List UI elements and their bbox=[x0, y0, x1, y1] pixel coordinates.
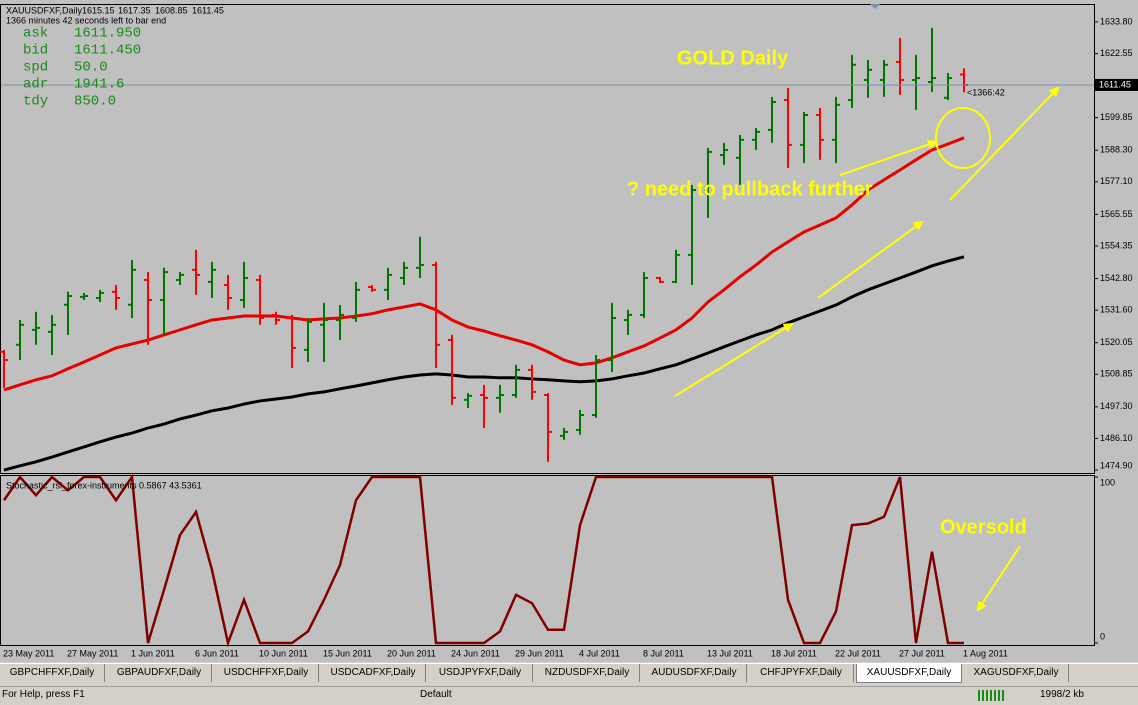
status-bar: For Help, press F1 Default 1998/2 kb bbox=[0, 686, 1138, 705]
info-label: adr bbox=[23, 77, 48, 93]
y-tick-label: 1565.55 bbox=[1100, 209, 1133, 219]
y-tick-label: 1486.10 bbox=[1100, 433, 1133, 443]
info-label: bid bbox=[23, 43, 48, 59]
x-tick-label: 6 Jun 2011 bbox=[195, 648, 239, 658]
chart-tab[interactable]: GBPAUDFXF,Daily bbox=[107, 664, 212, 682]
x-tick-label: 24 Jun 2011 bbox=[451, 648, 500, 658]
countdown: 1366 minutes 42 seconds left to bar end bbox=[6, 15, 166, 25]
indicator-title: Stochastic_rsi_forex-instruments 0.5867 … bbox=[6, 480, 202, 490]
chart-background bbox=[0, 0, 1138, 662]
y-tick-label: 1497.30 bbox=[1100, 401, 1133, 411]
x-tick-label: 18 Jul 2011 bbox=[771, 648, 817, 658]
chart-tab[interactable]: NZDUSDFXF,Daily bbox=[535, 664, 640, 682]
info-value: 850.0 bbox=[74, 94, 116, 110]
x-tick-label: 8 Jul 2011 bbox=[643, 648, 684, 658]
chart-tab[interactable]: CHFJPYFXF,Daily bbox=[749, 664, 854, 682]
annotation: ? need to pullback further bbox=[627, 178, 873, 200]
annotation: Oversold bbox=[940, 516, 1027, 538]
info-value: 1611.450 bbox=[74, 43, 141, 59]
price-label: 1611.45 bbox=[1099, 79, 1131, 89]
y-tick-label: 1633.80 bbox=[1100, 16, 1133, 26]
arrows bbox=[674, 86, 1060, 612]
shift-marker bbox=[870, 4, 880, 9]
info-label: spd bbox=[23, 60, 48, 76]
y-tick-label: 1577.10 bbox=[1100, 176, 1133, 186]
y-tick-label: 0 bbox=[1100, 631, 1105, 641]
x-tick-label: 27 Jul 2011 bbox=[899, 648, 945, 658]
info-label: ask bbox=[23, 26, 48, 42]
y-tick-label: 1542.80 bbox=[1100, 273, 1133, 283]
moving-average bbox=[3, 255, 965, 472]
x-tick-label: 1 Jun 2011 bbox=[131, 648, 175, 658]
connection-icon bbox=[978, 690, 1006, 701]
x-tick-label: 29 Jun 2011 bbox=[515, 648, 564, 658]
info-label: tdy bbox=[23, 94, 48, 110]
moving-average bbox=[3, 136, 965, 392]
main-panel-frame bbox=[0, 4, 1095, 474]
x-tick-label: 13 Jul 2011 bbox=[707, 648, 753, 658]
info-value: 50.0 bbox=[74, 60, 108, 76]
chart-tab[interactable]: AUDUSDFXF,Daily bbox=[642, 664, 747, 682]
x-tick-label: 1 Aug 2011 bbox=[963, 648, 1008, 658]
bar-timer: <1366:42 bbox=[967, 87, 1005, 97]
annotation: GOLD Daily bbox=[677, 47, 789, 69]
stoch-panel-frame bbox=[0, 475, 1095, 646]
tab-bar: GBPCHFFXF,Daily GBPAUDFXF,Daily USDCHFFXF,… bbox=[0, 663, 1138, 685]
y-tick-label: 1622.55 bbox=[1100, 48, 1133, 58]
x-tick-label: 10 Jun 2011 bbox=[259, 648, 308, 658]
y-tick-label: 100 bbox=[1100, 477, 1115, 487]
y-tick-label: 1588.30 bbox=[1100, 145, 1133, 155]
chart-tab[interactable]: USDCHFFXF,Daily bbox=[214, 664, 319, 682]
header-close: 1611.45 bbox=[192, 5, 224, 15]
y-tick-label: 1520.05 bbox=[1100, 337, 1133, 347]
x-tick-label: 4 Jul 2011 bbox=[579, 648, 620, 658]
info-value: 1941.6 bbox=[74, 77, 124, 93]
y-tick-label: 1599.85 bbox=[1100, 112, 1133, 122]
chart-tab[interactable]: XAUUSDFXF,Daily bbox=[856, 664, 962, 683]
chart-tab[interactable]: GBPCHFFXF,Daily bbox=[0, 664, 105, 682]
y-tick-label: 1508.85 bbox=[1100, 369, 1133, 379]
x-tick-label: 22 Jul 2011 bbox=[835, 648, 881, 658]
x-tick-label: 15 Jun 2011 bbox=[323, 648, 372, 658]
indicator-line bbox=[2, 473, 964, 648]
status-help: For Help, press F1 bbox=[2, 689, 85, 700]
x-tick-label: 27 May 2011 bbox=[67, 648, 118, 658]
price-label-box bbox=[1095, 78, 1138, 91]
x-tick-label: 23 May 2011 bbox=[3, 648, 54, 658]
y-tick-label: 1531.60 bbox=[1100, 305, 1133, 315]
chart-tab[interactable]: XAGUSDFXF,Daily bbox=[964, 664, 1069, 682]
y-tick-label: 1554.35 bbox=[1100, 240, 1133, 250]
status-profile: Default bbox=[420, 689, 452, 700]
y-tick-label: 1474.90 bbox=[1100, 460, 1133, 470]
chart-symbol: XAUUSDFXF,Daily bbox=[6, 5, 83, 15]
info-value: 1611.950 bbox=[74, 26, 141, 42]
header-high: 1617.35 bbox=[118, 5, 151, 15]
header-low: 1608.85 bbox=[155, 5, 188, 15]
x-tick-label: 20 Jun 2011 bbox=[387, 648, 436, 658]
chart-tab[interactable]: USDJPYFXF,Daily bbox=[428, 664, 533, 682]
header-open: 1615.15 bbox=[82, 5, 115, 15]
chart: 1474.90 1486.10 1497.30 1508.85 1520.05 1531.… bbox=[0, 0, 1138, 662]
status-traffic: 1998/2 kb bbox=[1040, 689, 1084, 700]
chart-tab[interactable]: USDCADFXF,Daily bbox=[321, 664, 426, 682]
